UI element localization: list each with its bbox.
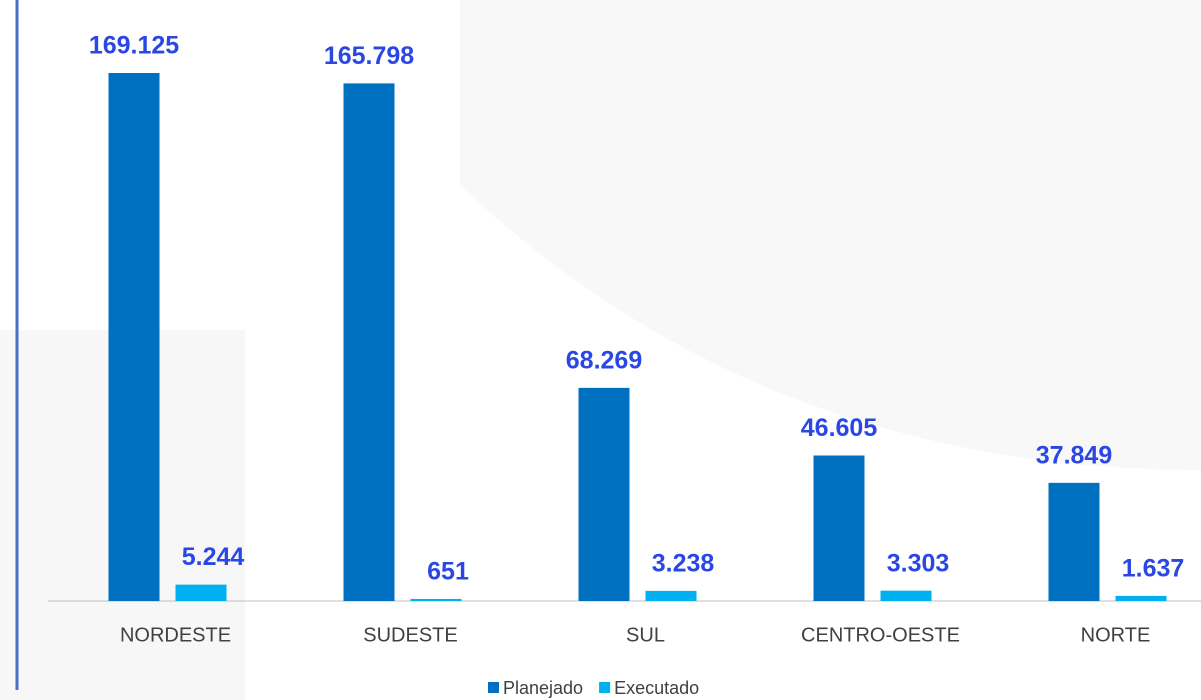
data-label: 46.605 (801, 414, 878, 442)
bar (578, 387, 630, 601)
legend-swatch (488, 682, 499, 693)
x-tick-label: SUL (626, 624, 665, 646)
bar (880, 590, 932, 601)
bar (410, 598, 462, 601)
legend-label: Executado (614, 678, 699, 698)
bar (813, 455, 865, 601)
legend-label: Planejado (503, 678, 583, 698)
x-tick-label: NORTE (1081, 624, 1151, 646)
data-label: 169.125 (89, 32, 179, 60)
bar (175, 584, 227, 601)
data-label: 651 (427, 558, 469, 586)
x-tick-label: CENTRO-OESTE (801, 624, 960, 646)
data-label: 165.798 (324, 42, 414, 70)
bar (1115, 595, 1167, 601)
bar (108, 73, 160, 601)
legend-swatch (599, 682, 611, 693)
data-label: 3.303 (887, 549, 950, 577)
data-label: 37.849 (1036, 441, 1112, 469)
bar (343, 83, 395, 602)
data-label: 3.238 (652, 550, 715, 578)
x-tick-label: NORDESTE (120, 624, 231, 646)
bar (645, 590, 697, 601)
bar (1048, 482, 1100, 601)
data-label: 1.637 (1122, 554, 1185, 582)
x-tick-label: SUDESTE (363, 624, 457, 646)
data-label: 5.244 (182, 543, 245, 571)
data-label: 68.269 (566, 346, 642, 374)
background-shape (460, 0, 1201, 470)
